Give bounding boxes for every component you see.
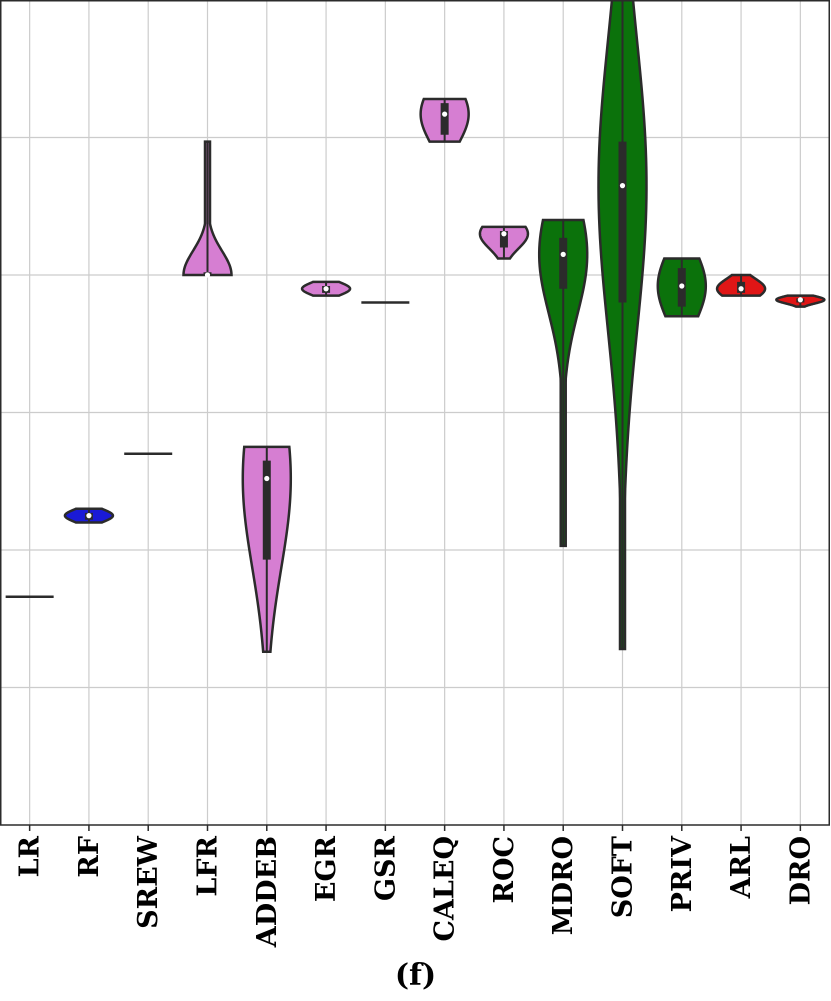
median-arl (738, 286, 744, 292)
figure-caption: (f) (394, 958, 437, 993)
plot-border (0, 0, 830, 826)
iqr-box-roc (499, 231, 508, 248)
median-dro (797, 297, 803, 303)
x-tick-label-roc: ROC (489, 836, 520, 903)
x-tick-labels: LR RF SREW LFR ADDEB EGR GSR CALEQ ROC MDRO SOFT PR… (15, 835, 817, 948)
x-tick-label-arl: ARL (726, 836, 757, 899)
grid-layer (0, 0, 830, 825)
iqr-box-caleq (440, 103, 449, 135)
x-tick-label-egr: EGR (311, 835, 342, 902)
x-tick-label-lr: LR (15, 835, 46, 877)
median-lfr (204, 272, 211, 278)
iqr-box-addeb (262, 460, 271, 560)
violin-layer (5, 0, 826, 653)
x-tick-label-soft: SOFT (608, 836, 639, 918)
x-tick-label-srew: SREW (133, 835, 164, 929)
violin-group-dro (775, 294, 826, 308)
iqr-box-mdro (559, 237, 568, 289)
violin-group-mdro (537, 218, 589, 548)
plot-frame (0, 0, 830, 831)
median-mdro (560, 251, 566, 257)
violin-group-addeb (241, 445, 293, 653)
violin-group-priv (656, 257, 708, 318)
median-priv (679, 283, 685, 289)
violin-group-arl (715, 273, 767, 297)
x-tick-label-gsr: GSR (370, 835, 401, 901)
violin-group-soft (597, 0, 648, 651)
x-tick-label-priv: PRIV (667, 835, 698, 912)
violin-group-lfr (182, 140, 233, 278)
violin-group-caleq (419, 97, 470, 143)
iqr-box-soft (618, 141, 627, 303)
median-rf (86, 513, 92, 519)
violin-group-egr (300, 280, 352, 297)
median-soft (619, 183, 626, 189)
median-roc (501, 231, 507, 237)
x-tick-label-caleq: CALEQ (430, 836, 461, 942)
x-tick-label-addeb: ADDEB (252, 836, 283, 948)
x-tick-label-lfr: LFR (193, 835, 224, 896)
median-egr (323, 286, 329, 292)
violin-group-rf (63, 507, 115, 524)
violin-group-roc (478, 225, 530, 260)
median-caleq (442, 111, 448, 117)
median-addeb (264, 475, 270, 482)
x-tick-label-dro: DRO (785, 836, 816, 905)
x-tick-label-mdro: MDRO (548, 836, 579, 935)
x-tick-label-rf: RF (74, 836, 105, 878)
